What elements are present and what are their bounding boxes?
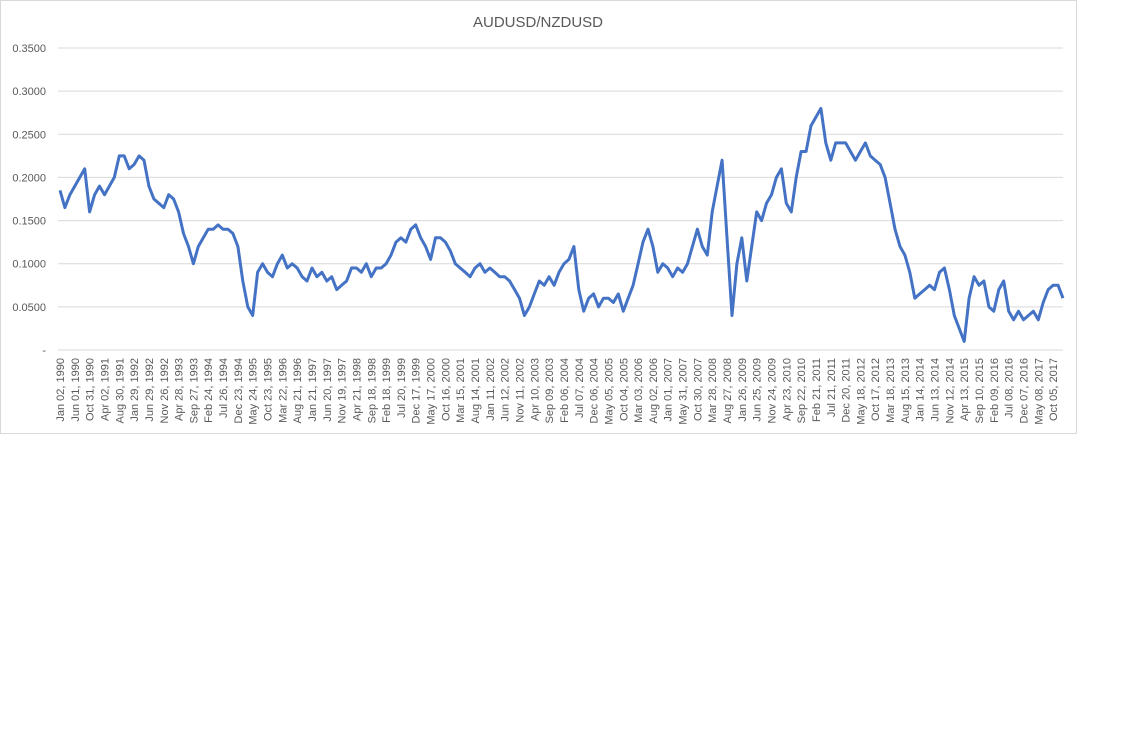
y-tick-label: 0.3000 bbox=[12, 86, 46, 98]
x-tick-label: Nov 12, 2014 bbox=[944, 358, 956, 423]
x-tick-label: Sep 09, 2003 bbox=[544, 358, 556, 423]
x-tick-label: Jan 11, 2002 bbox=[485, 358, 497, 421]
x-tick-label: Jan 21, 1997 bbox=[307, 358, 319, 422]
x-tick-label: Nov 11, 2002 bbox=[515, 358, 527, 423]
x-tick-label: May 24, 1995 bbox=[248, 358, 260, 425]
x-tick-label: Jun 12, 2002 bbox=[500, 358, 512, 422]
x-tick-label: Feb 06, 2004 bbox=[559, 358, 571, 423]
x-tick-label: Jul 26, 1994 bbox=[218, 358, 230, 418]
x-tick-label: May 17, 2000 bbox=[426, 358, 438, 425]
y-tick-label: 0.2500 bbox=[12, 129, 46, 141]
x-tick-label: May 08, 2017 bbox=[1033, 358, 1045, 425]
x-tick-label: Nov 19, 1997 bbox=[337, 358, 349, 423]
x-tick-label: Jun 20, 1997 bbox=[322, 358, 334, 422]
x-tick-label: Mar 03, 2006 bbox=[633, 358, 645, 423]
x-tick-label: Mar 22, 1996 bbox=[277, 358, 289, 423]
x-tick-label: Oct 31, 1990 bbox=[85, 358, 97, 421]
x-tick-label: Feb 09, 2016 bbox=[989, 358, 1001, 423]
x-tick-label: Feb 18, 1999 bbox=[381, 358, 393, 423]
x-tick-label: Sep 22, 2010 bbox=[796, 358, 808, 423]
x-tick-label: Jan 29, 1992 bbox=[129, 358, 141, 422]
x-tick-label: Mar 28, 2008 bbox=[707, 358, 719, 423]
x-tick-label: Aug 02, 2006 bbox=[648, 358, 660, 423]
series-line bbox=[58, 106, 1065, 343]
x-tick-label: Sep 18, 1998 bbox=[366, 358, 378, 423]
y-tick-label: 0.0500 bbox=[12, 302, 46, 314]
x-tick-label: Mar 18, 2013 bbox=[885, 358, 897, 423]
x-tick-label: Apr 23, 2010 bbox=[781, 358, 793, 421]
x-tick-label: Sep 10, 2015 bbox=[974, 358, 986, 423]
chart-title: AUDUSD/NZDUSD bbox=[473, 14, 603, 31]
x-tick-label: Oct 30, 2007 bbox=[692, 358, 704, 421]
y-tick-label: - bbox=[42, 345, 46, 357]
x-tick-label: Dec 06, 2004 bbox=[589, 358, 601, 423]
x-tick-label: Jun 29, 1992 bbox=[144, 358, 156, 422]
x-tick-label: Apr 28, 1993 bbox=[174, 358, 186, 421]
x-tick-label: Dec 20, 2011 bbox=[841, 358, 853, 423]
x-tick-label: May 18, 2012 bbox=[855, 358, 867, 425]
x-tick-label: Sep 27, 1993 bbox=[188, 358, 200, 423]
x-tick-label: May 05, 2005 bbox=[603, 358, 615, 425]
x-tick-label: Apr 21, 1998 bbox=[351, 358, 363, 421]
x-tick-label: Oct 16, 2000 bbox=[440, 358, 452, 421]
x-tick-label: Jan 02, 1990 bbox=[55, 358, 67, 422]
x-tick-label: Feb 24, 1994 bbox=[203, 358, 215, 423]
x-tick-label: Jul 08, 2016 bbox=[1004, 358, 1016, 418]
x-tick-label: Nov 26, 1992 bbox=[159, 358, 171, 423]
x-tick-label: Jul 21, 2011 bbox=[826, 358, 838, 417]
x-tick-label: Aug 14, 2001 bbox=[470, 358, 482, 423]
x-tick-label: Oct 17, 2012 bbox=[870, 358, 882, 421]
x-tick-label: Aug 15, 2013 bbox=[900, 358, 912, 423]
x-tick-label: Jun 01, 1990 bbox=[70, 358, 82, 422]
y-tick-label: 0.3500 bbox=[12, 43, 46, 55]
x-tick-label: Aug 30, 1991 bbox=[114, 358, 126, 423]
x-tick-label: Dec 23, 1994 bbox=[233, 358, 245, 423]
x-tick-label: Apr 02, 1991 bbox=[99, 358, 111, 421]
x-tick-label: Dec 07, 2016 bbox=[1018, 358, 1030, 423]
x-tick-label: Apr 10, 2003 bbox=[529, 358, 541, 421]
y-tick-label: 0.2000 bbox=[12, 172, 46, 184]
x-tick-label: Apr 13, 2015 bbox=[959, 358, 971, 421]
x-tick-label: Jun 25, 2009 bbox=[752, 358, 764, 422]
x-tick-label: Jan 14, 2014 bbox=[915, 358, 927, 422]
x-tick-label: Jan 01, 2007 bbox=[663, 358, 675, 422]
x-tick-label: Dec 17, 1999 bbox=[411, 358, 423, 423]
x-tick-label: Oct 23, 1995 bbox=[263, 358, 275, 421]
x-tick-label: Feb 21, 2011 bbox=[811, 358, 823, 422]
x-tick-label: May 31, 2007 bbox=[678, 358, 690, 425]
x-tick-label: Jan 26, 2009 bbox=[737, 358, 749, 422]
x-tick-label: Jul 07, 2004 bbox=[574, 358, 586, 418]
x-tick-label: Nov 24, 2009 bbox=[766, 358, 778, 423]
x-tick-label: Aug 27, 2008 bbox=[722, 358, 734, 423]
x-tick-label: Aug 21, 1996 bbox=[292, 358, 304, 423]
y-tick-label: 0.1500 bbox=[12, 216, 46, 228]
x-tick-label: Oct 05, 2017 bbox=[1048, 358, 1060, 421]
y-tick-label: 0.1000 bbox=[12, 259, 46, 271]
x-tick-label: Jun 13, 2014 bbox=[930, 358, 942, 422]
x-tick-label: Jul 20, 1999 bbox=[396, 358, 408, 418]
x-tick-label: Oct 04, 2005 bbox=[618, 358, 630, 421]
x-tick-label: Mar 15, 2001 bbox=[455, 358, 467, 423]
